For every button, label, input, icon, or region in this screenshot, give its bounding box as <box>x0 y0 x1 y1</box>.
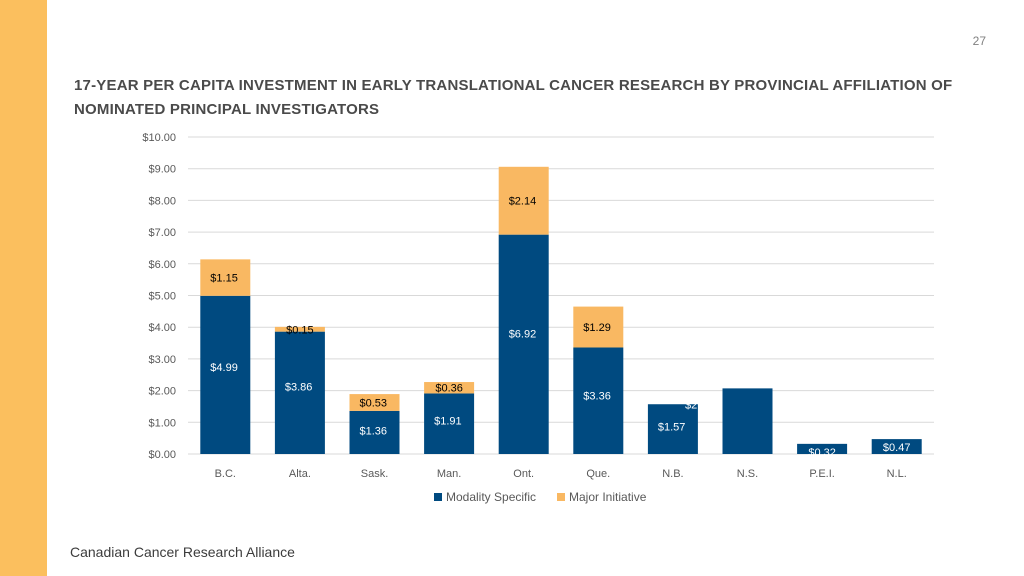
y-tick-label: $3.00 <box>148 354 176 366</box>
bar-modality-specific <box>797 443 848 454</box>
x-category-label: Man. <box>437 468 461 480</box>
data-label-modality-specific: $3.86 <box>285 382 313 394</box>
bar-major-initiative <box>349 394 400 411</box>
bar-modality-specific <box>349 410 400 454</box>
bar-major-initiative <box>424 382 475 394</box>
legend-swatch-modality-specific <box>434 493 442 501</box>
x-category-label: Que. <box>586 468 610 480</box>
bar-major-initiative <box>274 326 325 332</box>
bar-modality-specific <box>871 439 922 454</box>
x-category-label: N.B. <box>662 468 683 480</box>
x-category-label: N.S. <box>737 468 758 480</box>
bar-modality-specific <box>647 404 698 454</box>
data-label-modality-specific: $0.47 <box>883 442 911 454</box>
x-category-label: Alta. <box>289 468 311 480</box>
legend-label-modality-specific: Modality Specific <box>446 490 536 504</box>
footer-organization: Canadian Cancer Research Alliance <box>70 544 295 560</box>
bar-modality-specific <box>573 347 624 454</box>
data-label-modality-specific: $4.99 <box>210 362 238 374</box>
data-label-modality-specific: $0.32 <box>808 447 836 459</box>
y-tick-label: $1.00 <box>148 417 176 429</box>
bar-major-initiative <box>498 166 549 235</box>
data-label-modality-specific: $1.36 <box>360 425 388 437</box>
x-category-label: P.E.I. <box>809 468 834 480</box>
x-category-label: Sask. <box>361 468 389 480</box>
data-label-major-initiative: $0.15 <box>286 324 314 336</box>
y-tick-label: $10.00 <box>142 132 176 144</box>
y-tick-label: $7.00 <box>148 227 176 239</box>
bar-modality-specific <box>498 234 549 454</box>
x-category-label: B.C. <box>215 468 236 480</box>
legend-label-major-initiative: Major Initiative <box>569 490 647 504</box>
data-label-major-initiative: $1.29 <box>583 322 611 334</box>
bar-modality-specific <box>424 393 475 454</box>
x-category-label: N.L. <box>887 468 907 480</box>
bar-modality-specific <box>722 388 773 454</box>
data-label-modality-specific: $2.07 <box>685 399 713 411</box>
bar-modality-specific <box>200 295 251 454</box>
data-label-modality-specific: $3.36 <box>583 390 611 402</box>
data-label-major-initiative: $0.36 <box>435 383 463 395</box>
chart-title: 17-YEAR PER CAPITA INVESTMENT IN EARLY T… <box>74 77 953 118</box>
data-label-major-initiative: $2.14 <box>509 196 537 208</box>
y-tick-label: $4.00 <box>148 322 176 334</box>
bar-modality-specific <box>274 331 325 454</box>
page-number: 27 <box>972 34 986 48</box>
bar-major-initiative <box>200 259 251 296</box>
left-accent-bar <box>0 0 47 576</box>
x-category-label: Ont. <box>513 468 534 480</box>
data-label-major-initiative: $0.53 <box>360 397 388 409</box>
y-tick-label: $9.00 <box>148 164 176 176</box>
y-tick-label: $6.00 <box>148 259 176 271</box>
y-tick-label: $2.00 <box>148 386 176 398</box>
y-tick-label: $5.00 <box>148 291 176 303</box>
y-tick-label: $0.00 <box>148 449 176 461</box>
data-label-major-initiative: $1.15 <box>210 273 238 285</box>
legend-swatch-major-initiative <box>557 493 565 501</box>
data-label-modality-specific: $1.91 <box>434 416 462 428</box>
data-label-modality-specific: $6.92 <box>509 328 537 340</box>
bar-major-initiative <box>573 306 624 348</box>
data-label-modality-specific: $1.57 <box>658 422 686 434</box>
y-tick-label: $8.00 <box>148 195 176 207</box>
